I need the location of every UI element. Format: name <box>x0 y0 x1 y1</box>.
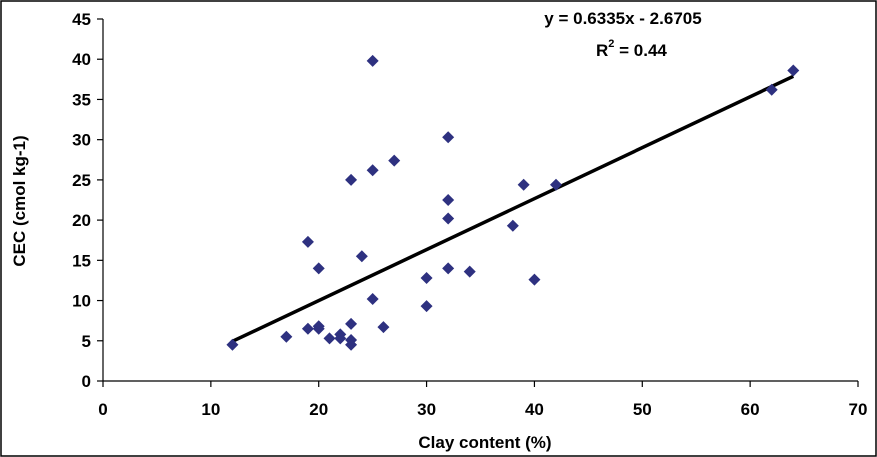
data-point <box>506 219 519 232</box>
trendline-equation: y = 0.6335x - 2.6705 <box>544 9 701 28</box>
data-points <box>226 54 800 351</box>
data-point <box>420 300 433 313</box>
y-tick-label: 45 <box>72 10 91 29</box>
data-point <box>420 272 433 285</box>
data-point <box>301 322 314 335</box>
data-point <box>312 322 325 335</box>
data-point <box>323 332 336 345</box>
y-tick-label: 40 <box>72 50 91 69</box>
r-squared-label: R2 = 0.44 <box>596 38 667 60</box>
data-point <box>366 54 379 67</box>
data-point <box>355 250 368 263</box>
y-tick-label: 20 <box>72 211 91 230</box>
x-tick-label: 60 <box>741 400 760 419</box>
data-point <box>312 262 325 275</box>
x-axis-title: Clay content (%) <box>418 433 551 452</box>
data-point <box>301 235 314 248</box>
data-point <box>550 178 562 191</box>
data-point <box>345 173 358 186</box>
r-squared-value: = 0.44 <box>614 41 667 60</box>
data-point <box>517 178 530 191</box>
data-point <box>345 317 358 330</box>
data-point <box>388 154 401 167</box>
data-point <box>442 262 455 275</box>
y-axis-title: CEC (cmol kg-1) <box>10 135 29 266</box>
x-tick-label: 50 <box>633 400 652 419</box>
y-tick-label: 5 <box>82 332 91 351</box>
data-point <box>334 332 347 345</box>
x-tick-label: 20 <box>309 400 328 419</box>
y-tick-label: 25 <box>72 171 91 190</box>
x-tick-label: 40 <box>525 400 544 419</box>
data-point <box>442 212 455 225</box>
x-tick-label: 10 <box>201 400 220 419</box>
r-squared-superscript: 2 <box>608 38 614 50</box>
y-tick-label: 15 <box>72 251 91 270</box>
trendline <box>231 74 795 343</box>
data-point <box>787 64 800 77</box>
data-point <box>377 321 390 334</box>
data-point <box>226 338 239 351</box>
data-point <box>442 194 455 206</box>
data-point <box>442 131 455 144</box>
data-point <box>463 265 476 278</box>
y-tick-label: 30 <box>72 131 91 150</box>
y-tick-label: 35 <box>72 90 91 109</box>
data-point <box>765 83 778 96</box>
y-tick-label: 10 <box>72 292 91 311</box>
x-tick-label: 70 <box>849 400 868 419</box>
tick-labels: 0 5 10 15 20 25 30 35 40 45 0 10 20 30 40 50 60 70 <box>72 10 867 419</box>
y-tick-label: 0 <box>82 372 91 391</box>
data-point <box>280 330 293 343</box>
trendline-layer <box>231 74 795 343</box>
r-squared-prefix: R <box>596 41 608 60</box>
x-tick-label: 0 <box>98 400 107 419</box>
data-point <box>528 273 541 286</box>
data-point <box>345 338 358 351</box>
data-point <box>366 164 379 177</box>
x-tick-label: 30 <box>417 400 436 419</box>
data-point <box>366 292 379 305</box>
axes <box>97 18 859 387</box>
